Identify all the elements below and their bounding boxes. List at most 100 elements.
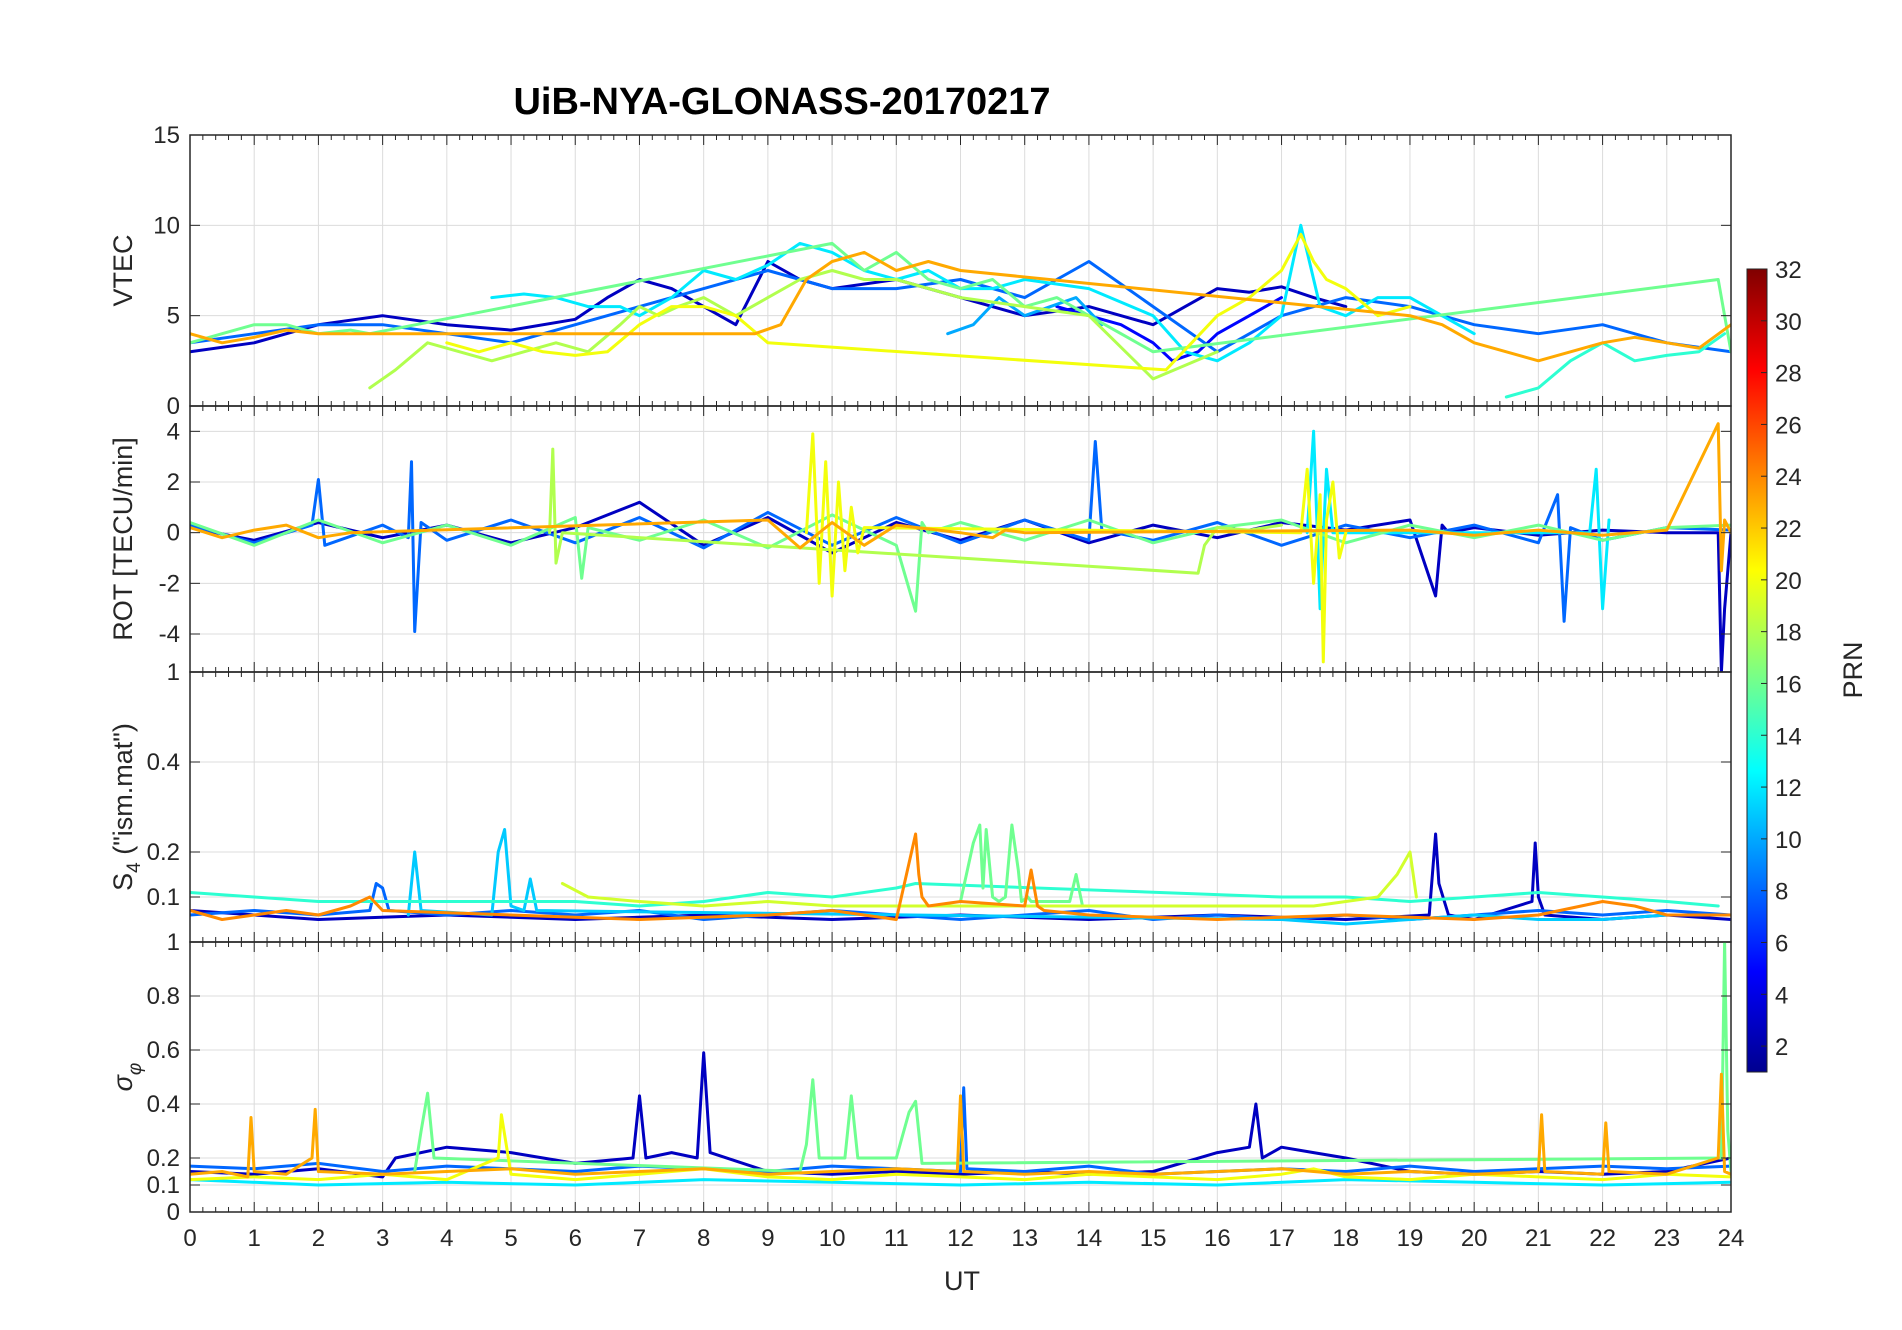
colorbar-tick-label: 8 [1775, 879, 1788, 906]
sigma-y-axis-label: σφ [108, 1063, 146, 1092]
vtec-y-tick-label: 5 [167, 303, 180, 330]
sigma-series-prn-16 [413, 942, 1731, 1173]
colorbar-tick-label: 24 [1775, 464, 1802, 491]
sigma-series-prn-8 [190, 1086, 1731, 1176]
rot-y-tick-label: 0 [167, 520, 180, 547]
x-tick-label: 18 [1332, 1225, 1359, 1252]
x-tick-label: 23 [1653, 1225, 1680, 1252]
rot-x-minor-ticks [189, 406, 1732, 672]
vtec-x-minor-ticks [189, 135, 1732, 406]
colorbar-tick-label: 18 [1775, 620, 1802, 647]
s4-series-prn-19 [560, 850, 1418, 908]
chart-title: UiB-NYA-GLONASS-20170217 [513, 81, 1050, 123]
x-tick-label: 1 [248, 1225, 261, 1252]
panel-s4: 0.1 0.2 0.4 1 S4 ("ism.mat") [108, 659, 1732, 943]
rot-y-tick-label: -2 [159, 570, 180, 597]
s4-y-axis-label: S4 ("ism.mat") [108, 723, 145, 891]
colorbar-tick-label: 16 [1775, 671, 1802, 698]
vtec-series-prn-3 [190, 260, 1348, 354]
panel-vtec: 0 5 10 15 VTEC [108, 122, 1732, 420]
x-tick-label: 19 [1397, 1225, 1424, 1252]
x-tick-label: 2 [312, 1225, 325, 1252]
vtec-series [190, 223, 1731, 399]
x-tick-label: 21 [1525, 1225, 1552, 1252]
x-tick-label: 8 [697, 1225, 710, 1252]
x-tick-label: 11 [884, 1225, 909, 1252]
s4-y-tick-label: 0.1 [147, 884, 180, 911]
x-tick-label: 9 [761, 1225, 774, 1252]
s4-series-prn-14 [190, 882, 1720, 908]
colorbar-gradient [1746, 268, 1768, 1073]
sigma-series-prn-12 [190, 1178, 1731, 1187]
rot-series-prn-12 [1305, 429, 1611, 611]
sigma-y-tick-label: 0.6 [147, 1037, 180, 1064]
x-tick-label: 15 [1140, 1225, 1167, 1252]
x-tick-label: 4 [440, 1225, 453, 1252]
colorbar-tick-label: 6 [1775, 930, 1788, 957]
colorbar-tick-label: 14 [1775, 723, 1802, 750]
sigma-y-top-tick-label: 1 [167, 929, 180, 956]
colorbar-tick-label: 20 [1775, 568, 1802, 595]
rot-series-prn-18 [548, 447, 1283, 575]
rot-y-tick-label: 4 [167, 418, 180, 445]
sigma-y-tick-label: 0.8 [147, 983, 180, 1010]
colorbar-tick-label: 26 [1775, 412, 1802, 439]
colorbar-tick-label: 12 [1775, 775, 1802, 802]
sigma-series-prn-23 [190, 1072, 1731, 1179]
rot-series-prn-20 [804, 432, 1348, 664]
rot-series-prn-3 [190, 500, 1731, 672]
x-tick-label: 13 [1011, 1225, 1038, 1252]
vtec-series-prn-14 [1504, 332, 1727, 399]
x-tick-label: 7 [633, 1225, 646, 1252]
s4-series-prn-11 [406, 828, 1669, 926]
vtec-series-prn-5 [1055, 296, 1283, 363]
sigma-x-minor-ticks [189, 942, 1732, 1212]
s4-series-prn-16 [959, 823, 1084, 908]
vtec-y-tick-label: 0 [167, 393, 180, 420]
x-tick-label: 5 [504, 1225, 517, 1252]
x-tick-label: 3 [376, 1225, 389, 1252]
s4-series-prn-24 [190, 832, 1731, 921]
panel-sigma: 00.10.2 0.4 0.6 0.8 1 σφ [108, 929, 1732, 1226]
vtec-y-tick-label: 10 [153, 212, 180, 239]
x-tick-label: 24 [1718, 1225, 1745, 1252]
x-tick-label: 10 [819, 1225, 846, 1252]
colorbar-tick-label: 22 [1775, 516, 1802, 543]
rot-series-prn-16 [190, 513, 1731, 613]
vtec-y-axis-label: VTEC [108, 234, 138, 306]
panel-rot: -4 -2 0 2 4 ROT [TECU/min] [108, 405, 1732, 673]
colorbar-label: PRN [1838, 641, 1868, 698]
vtec-series-prn-23 [190, 250, 1731, 363]
x-tick-label: 6 [569, 1225, 582, 1252]
x-tick-label: 16 [1204, 1225, 1231, 1252]
colorbar-tick-label: 32 [1775, 257, 1802, 284]
sigma-series-prn-20 [190, 1113, 1731, 1182]
x-tick-labels: 0 1 2 3 4 5 6 7 8 9 10 11 12 13 14 15 16 17 18 19 20 21 22 23 24 [183, 1225, 1744, 1252]
x-axis-label: UT [944, 1266, 980, 1296]
rot-y-axis-label: ROT [TECU/min] [108, 437, 138, 641]
x-tick-label: 20 [1461, 1225, 1488, 1252]
sigma-y-tick-label: 0.2 [147, 1145, 180, 1172]
rot-series [190, 422, 1731, 672]
rot-series-prn-23 [190, 422, 1731, 573]
x-tick-label: 0 [183, 1225, 196, 1252]
s4-x-minor-ticks [189, 672, 1732, 942]
colorbar-tick-label: 2 [1775, 1034, 1788, 1061]
x-tick-label: 17 [1268, 1225, 1295, 1252]
x-tick-label: 22 [1589, 1225, 1616, 1252]
x-tick-label: 12 [947, 1225, 974, 1252]
s4-y-tick-label: 0.2 [147, 839, 180, 866]
sigma-y-tick-label: 0.4 [147, 1091, 180, 1118]
colorbar-tick-label: 28 [1775, 361, 1802, 388]
colorbar-tick-label: 30 [1775, 309, 1802, 336]
x-tick-label: 14 [1076, 1225, 1103, 1252]
sigma-y-tick-label: 0.1 [147, 1172, 180, 1199]
vtec-series-prn-10 [946, 296, 1104, 336]
sigma-y-tick-label: 0 [167, 1199, 180, 1226]
s4-series [190, 823, 1731, 926]
vtec-series-prn-20 [445, 232, 1412, 372]
